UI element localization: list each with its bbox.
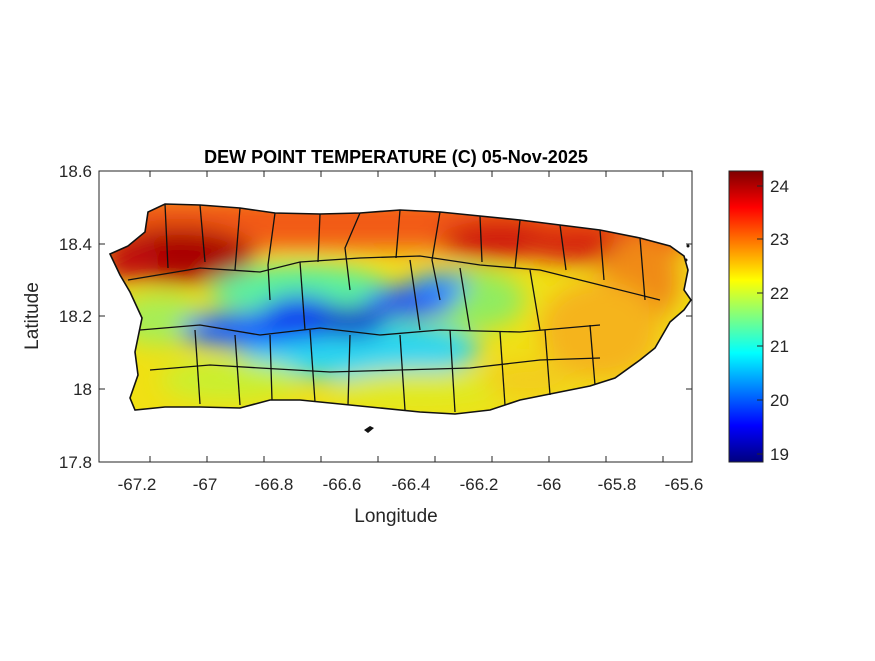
municipality-boundaries <box>127 203 661 413</box>
colorbar-tick-label: 23 <box>770 230 789 249</box>
y-tick-label: 18.6 <box>59 162 92 181</box>
colorbar-tick-label: 19 <box>770 445 789 464</box>
x-axis-label: Longitude <box>354 506 437 527</box>
colorbar-tick-labels: 24 23 22 21 20 19 <box>770 177 789 464</box>
x-tick-label: -67 <box>193 475 218 494</box>
x-tick-label: -66.8 <box>255 475 294 494</box>
colorbar-tick-label: 21 <box>770 337 789 356</box>
x-tick-label: -66.2 <box>460 475 499 494</box>
colorbar-ticks <box>757 185 763 455</box>
colorbar <box>728 170 764 463</box>
chart-title: DEW POINT TEMPERATURE (C) 05-Nov-2025 <box>204 147 588 167</box>
x-tick-label: -67.2 <box>118 475 157 494</box>
y-tick-labels: 18.6 18.4 18.2 18 17.8 <box>59 162 92 472</box>
y-tick-label: 18.2 <box>59 307 92 326</box>
y-tick-label: 18.4 <box>59 235 92 254</box>
x-tick-label: -65.6 <box>665 475 704 494</box>
colorbar-tick-label: 22 <box>770 284 789 303</box>
x-tick-labels: -67.2 -67 -66.8 -66.6 -66.4 -66.2 -66 -6… <box>118 475 704 494</box>
x-tick-label: -66.4 <box>392 475 431 494</box>
y-axis-label: Latitude <box>22 282 43 350</box>
x-tick-label: -66.6 <box>323 475 362 494</box>
x-axis <box>149 171 664 462</box>
x-tick-label: -65.8 <box>598 475 637 494</box>
x-tick-label: -66 <box>537 475 562 494</box>
y-tick-label: 17.8 <box>59 453 92 472</box>
y-tick-label: 18 <box>73 380 92 399</box>
caja-de-muertos-island <box>364 426 374 433</box>
y-axis <box>99 170 692 463</box>
colorbar-tick-label: 24 <box>770 177 789 196</box>
island-outline <box>108 203 692 415</box>
cay-dot <box>686 244 690 248</box>
cay-dot <box>684 258 688 262</box>
colorbar-tick-label: 20 <box>770 391 789 410</box>
